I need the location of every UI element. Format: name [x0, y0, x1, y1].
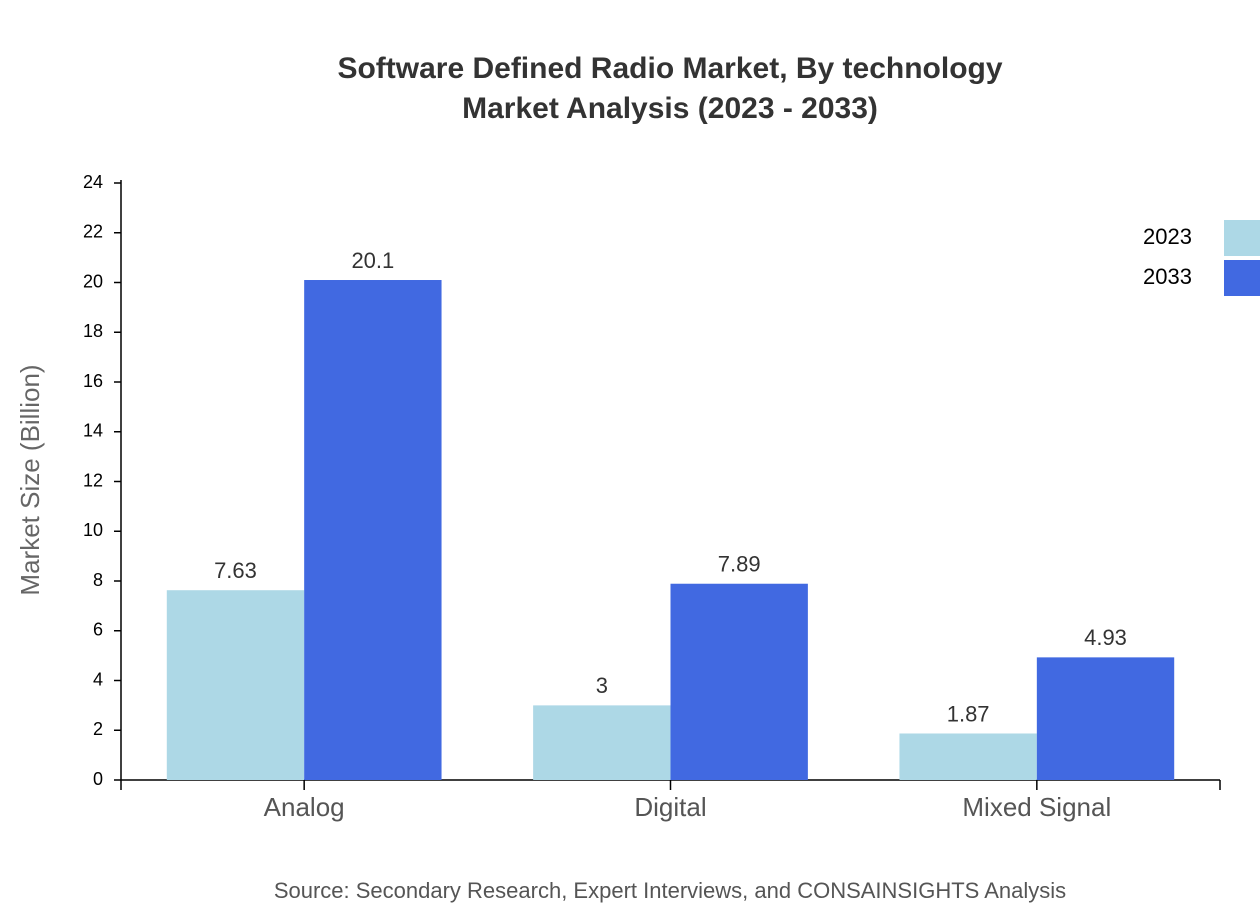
- value-label: 1.87: [947, 701, 990, 726]
- legend-label: 2033: [1143, 264, 1192, 289]
- x-tick-label: Digital: [634, 792, 706, 822]
- y-tick-label: 12: [83, 470, 103, 490]
- bar: [1036, 657, 1175, 780]
- bar: [304, 280, 442, 780]
- y-tick-label: 8: [93, 570, 103, 590]
- legend-swatch: [1224, 260, 1260, 296]
- y-tick-label: 0: [93, 769, 103, 789]
- legend-label: 2023: [1143, 224, 1192, 249]
- y-tick-label: 4: [93, 669, 103, 689]
- value-label: 20.1: [351, 248, 394, 273]
- source-note: Source: Secondary Research, Expert Inter…: [274, 878, 1066, 903]
- y-tick-label: 22: [83, 222, 103, 242]
- chart-subtitle: Market Analysis (2023 - 2033): [462, 92, 878, 125]
- bar: [533, 705, 671, 780]
- x-tick-label: Mixed Signal: [962, 792, 1111, 822]
- y-tick-label: 20: [83, 271, 103, 291]
- y-tick-label: 6: [93, 620, 103, 640]
- y-tick-label: 18: [83, 321, 103, 341]
- chart-title: Software Defined Radio Market, By techno…: [337, 52, 1002, 85]
- legend-swatch: [1224, 220, 1260, 256]
- y-tick-label: 16: [83, 371, 103, 391]
- y-axis-label: Market Size (Billion): [15, 364, 45, 595]
- y-tick-label: 2: [93, 719, 103, 739]
- y-tick-label: 10: [83, 520, 103, 540]
- bar: [166, 590, 305, 780]
- value-label: 7.89: [718, 552, 761, 577]
- y-tick-label: 14: [83, 421, 103, 441]
- value-label: 4.93: [1084, 625, 1127, 650]
- bar: [670, 583, 808, 780]
- y-tick-label: 24: [83, 172, 103, 192]
- x-tick-label: Analog: [264, 792, 345, 822]
- bar: [899, 733, 1037, 780]
- value-label: 3: [596, 673, 608, 698]
- value-label: 7.63: [214, 558, 257, 583]
